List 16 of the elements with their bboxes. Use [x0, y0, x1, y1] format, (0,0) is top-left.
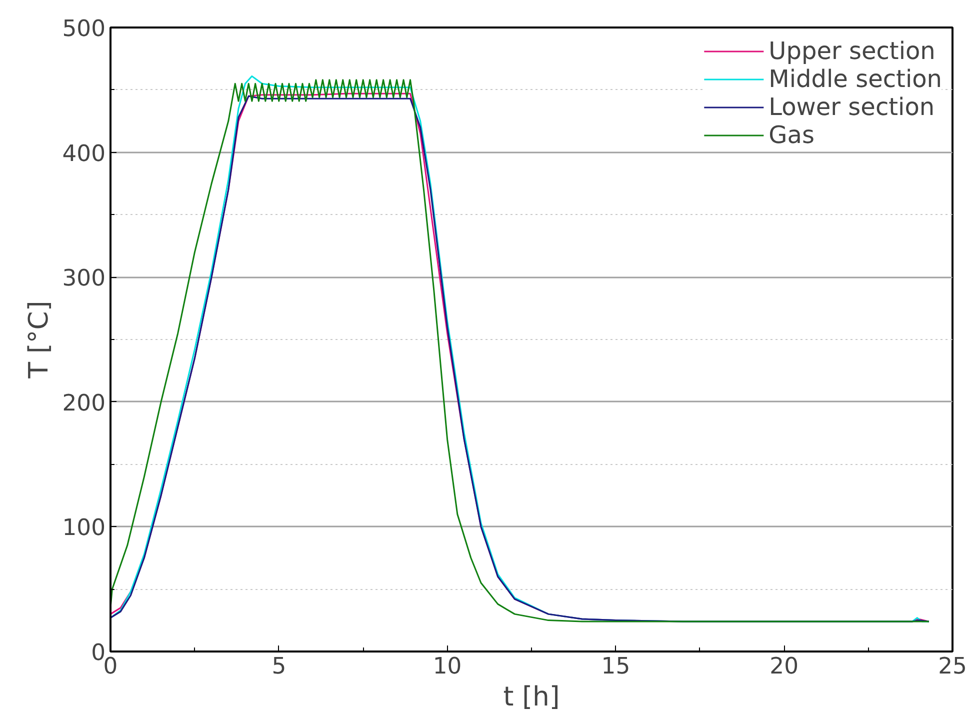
y-tick-label: 400	[62, 140, 106, 167]
legend-label: Middle section	[768, 65, 942, 93]
legend-label: Upper section	[768, 37, 936, 65]
x-axis-title: t [h]	[503, 682, 560, 712]
x-tick-label: 25	[938, 654, 967, 680]
y-tick-label: 500	[62, 16, 106, 42]
x-tick-label: 15	[601, 654, 630, 680]
x-tick-label: 10	[432, 654, 462, 680]
y-tick-label: 100	[62, 515, 106, 542]
x-tick-label: 20	[770, 654, 799, 680]
x-tick-label: 5	[272, 654, 286, 680]
legend-label: Gas	[768, 121, 814, 149]
y-tick-label: 300	[62, 266, 106, 292]
y-axis-title: T [°C]	[23, 300, 54, 380]
legend-label: Lower section	[768, 93, 935, 121]
y-tick-label: 200	[62, 390, 106, 416]
